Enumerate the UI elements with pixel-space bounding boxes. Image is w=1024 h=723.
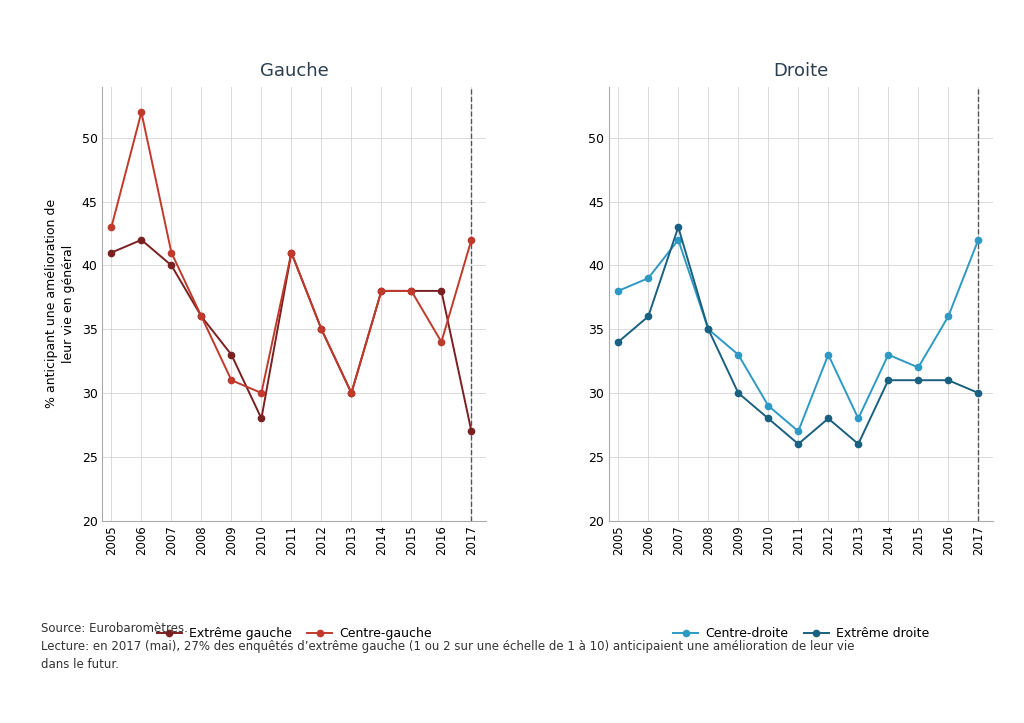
Line: Centre-droite: Centre-droite <box>615 236 981 435</box>
Centre-gauche <box>345 389 357 398</box>
Extrême droite <box>732 389 744 398</box>
Centre-gauche <box>315 325 328 333</box>
Extrême droite <box>642 312 654 321</box>
Line: Extrême gauche: Extrême gauche <box>109 236 474 435</box>
Centre-gauche <box>286 248 298 257</box>
Extrême gauche <box>345 389 357 398</box>
Extrême gauche <box>105 248 118 257</box>
Centre-droite <box>762 401 774 410</box>
Extrême droite <box>912 376 925 385</box>
Extrême gauche <box>375 286 387 295</box>
Extrême droite <box>612 338 625 346</box>
Centre-gauche <box>255 389 267 398</box>
Extrême droite <box>972 389 984 398</box>
Extrême droite <box>942 376 954 385</box>
Extrême gauche <box>135 236 147 244</box>
Centre-droite <box>852 414 864 423</box>
Centre-gauche <box>225 376 238 385</box>
Extrême droite <box>882 376 894 385</box>
Centre-droite <box>942 312 954 321</box>
Legend: Centre-droite, Extrême droite: Centre-droite, Extrême droite <box>668 623 935 645</box>
Centre-droite <box>732 351 744 359</box>
Title: Droite: Droite <box>774 61 828 80</box>
Extrême droite <box>822 414 835 423</box>
Centre-droite <box>882 351 894 359</box>
Centre-droite <box>912 363 925 372</box>
Centre-droite <box>672 236 684 244</box>
Centre-gauche <box>435 338 447 346</box>
Title: Gauche: Gauche <box>260 61 329 80</box>
Centre-droite <box>822 351 835 359</box>
Centre-droite <box>972 236 984 244</box>
Line: Extrême droite: Extrême droite <box>615 224 981 447</box>
Line: Centre-gauche: Centre-gauche <box>109 109 474 396</box>
Centre-gauche <box>135 108 147 116</box>
Extrême gauche <box>225 351 238 359</box>
Centre-gauche <box>406 286 418 295</box>
Text: Source: Eurobaromètres.
Lecture: en 2017 (mai), 27% des enquêtés d’extrême gauch: Source: Eurobaromètres. Lecture: en 2017… <box>41 622 854 671</box>
Extrême gauche <box>196 312 208 321</box>
Extrême gauche <box>465 427 477 435</box>
Extrême droite <box>852 440 864 448</box>
Centre-gauche <box>196 312 208 321</box>
Extrême droite <box>672 223 684 231</box>
Centre-droite <box>702 325 715 333</box>
Centre-droite <box>642 274 654 283</box>
Extrême gauche <box>406 286 418 295</box>
Extrême gauche <box>315 325 328 333</box>
Extrême gauche <box>255 414 267 423</box>
Centre-droite <box>612 286 625 295</box>
Extrême gauche <box>286 248 298 257</box>
Centre-gauche <box>165 248 177 257</box>
Legend: Extrême gauche, Centre-gauche: Extrême gauche, Centre-gauche <box>152 623 437 645</box>
Extrême droite <box>793 440 805 448</box>
Extrême droite <box>762 414 774 423</box>
Centre-gauche <box>465 236 477 244</box>
Extrême droite <box>702 325 715 333</box>
Centre-gauche <box>105 223 118 231</box>
Y-axis label: % anticipant une amélioration de
leur vie en général: % anticipant une amélioration de leur vi… <box>45 199 75 408</box>
Centre-gauche <box>375 286 387 295</box>
Centre-droite <box>793 427 805 435</box>
Extrême gauche <box>435 286 447 295</box>
Extrême gauche <box>165 261 177 270</box>
